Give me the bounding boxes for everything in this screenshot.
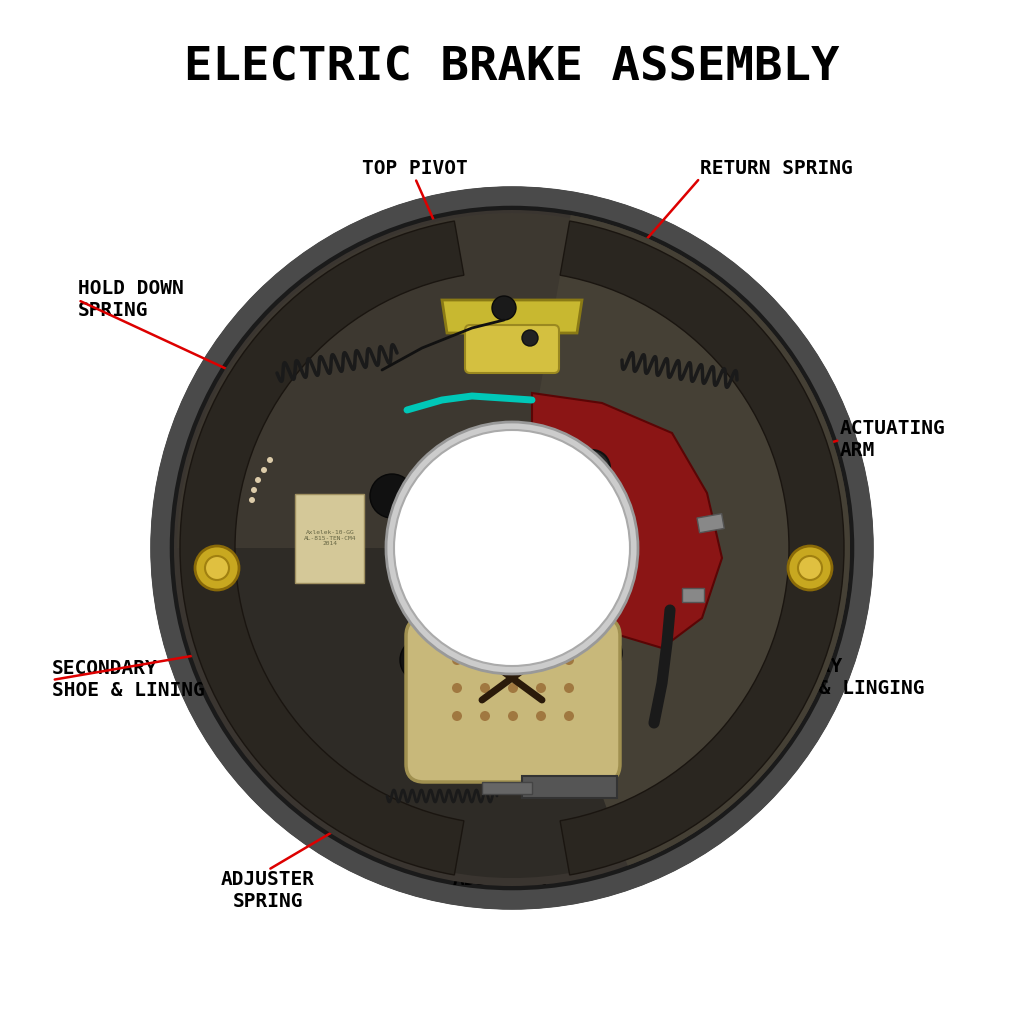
Circle shape	[608, 474, 652, 518]
Circle shape	[400, 638, 444, 682]
Text: ELECTRIC BRAKE ASSEMBLY: ELECTRIC BRAKE ASSEMBLY	[184, 45, 840, 90]
Text: PRIMARY
SHOE & LINGING: PRIMARY SHOE & LINGING	[760, 657, 925, 698]
Polygon shape	[442, 300, 582, 333]
Circle shape	[508, 711, 518, 721]
Text: TOP PIVOT: TOP PIVOT	[362, 159, 468, 178]
Circle shape	[452, 655, 462, 665]
Circle shape	[267, 457, 273, 463]
Circle shape	[508, 683, 518, 693]
Circle shape	[370, 474, 414, 518]
Wedge shape	[512, 215, 850, 865]
Circle shape	[152, 188, 872, 908]
Circle shape	[508, 655, 518, 665]
Text: ADJUSTER: ADJUSTER	[453, 870, 547, 889]
Circle shape	[564, 655, 574, 665]
Circle shape	[249, 497, 255, 503]
FancyBboxPatch shape	[406, 618, 620, 782]
Circle shape	[536, 711, 546, 721]
Bar	[682, 588, 705, 602]
Polygon shape	[532, 393, 722, 648]
Text: MAGNET: MAGNET	[435, 512, 505, 531]
Circle shape	[480, 711, 490, 721]
Text: RETURN SPRING: RETURN SPRING	[700, 159, 853, 178]
FancyBboxPatch shape	[465, 325, 559, 373]
Text: ADJUSTER
SPRING: ADJUSTER SPRING	[221, 870, 315, 911]
Circle shape	[480, 655, 490, 665]
Circle shape	[255, 477, 261, 483]
Circle shape	[452, 683, 462, 693]
Circle shape	[536, 655, 546, 665]
Circle shape	[182, 218, 842, 878]
Text: Axlelek-10-GG
AL-815-TEN-CM4
2014: Axlelek-10-GG AL-815-TEN-CM4 2014	[304, 529, 356, 546]
Circle shape	[174, 210, 850, 886]
FancyBboxPatch shape	[295, 494, 364, 583]
Circle shape	[195, 546, 239, 590]
Circle shape	[578, 631, 622, 675]
Circle shape	[261, 467, 267, 473]
Text: ACTUATING
ARM: ACTUATING ARM	[840, 420, 946, 461]
Circle shape	[564, 683, 574, 693]
Circle shape	[522, 330, 538, 346]
Circle shape	[564, 711, 574, 721]
Circle shape	[205, 556, 229, 580]
Circle shape	[492, 296, 516, 319]
Circle shape	[394, 430, 630, 666]
Circle shape	[574, 450, 610, 486]
Circle shape	[452, 711, 462, 721]
Bar	[522, 776, 617, 798]
Circle shape	[251, 487, 257, 493]
Text: SECONDARY
SHOE & LINING: SECONDARY SHOE & LINING	[52, 659, 205, 700]
Circle shape	[536, 683, 546, 693]
Wedge shape	[180, 221, 464, 874]
Text: HOLD DOWN
SPRING: HOLD DOWN SPRING	[78, 280, 183, 321]
Bar	[697, 514, 724, 532]
Circle shape	[798, 556, 822, 580]
Circle shape	[386, 422, 638, 674]
Wedge shape	[560, 221, 844, 874]
Circle shape	[788, 546, 831, 590]
Circle shape	[480, 683, 490, 693]
Bar	[482, 782, 532, 794]
Wedge shape	[177, 213, 847, 548]
